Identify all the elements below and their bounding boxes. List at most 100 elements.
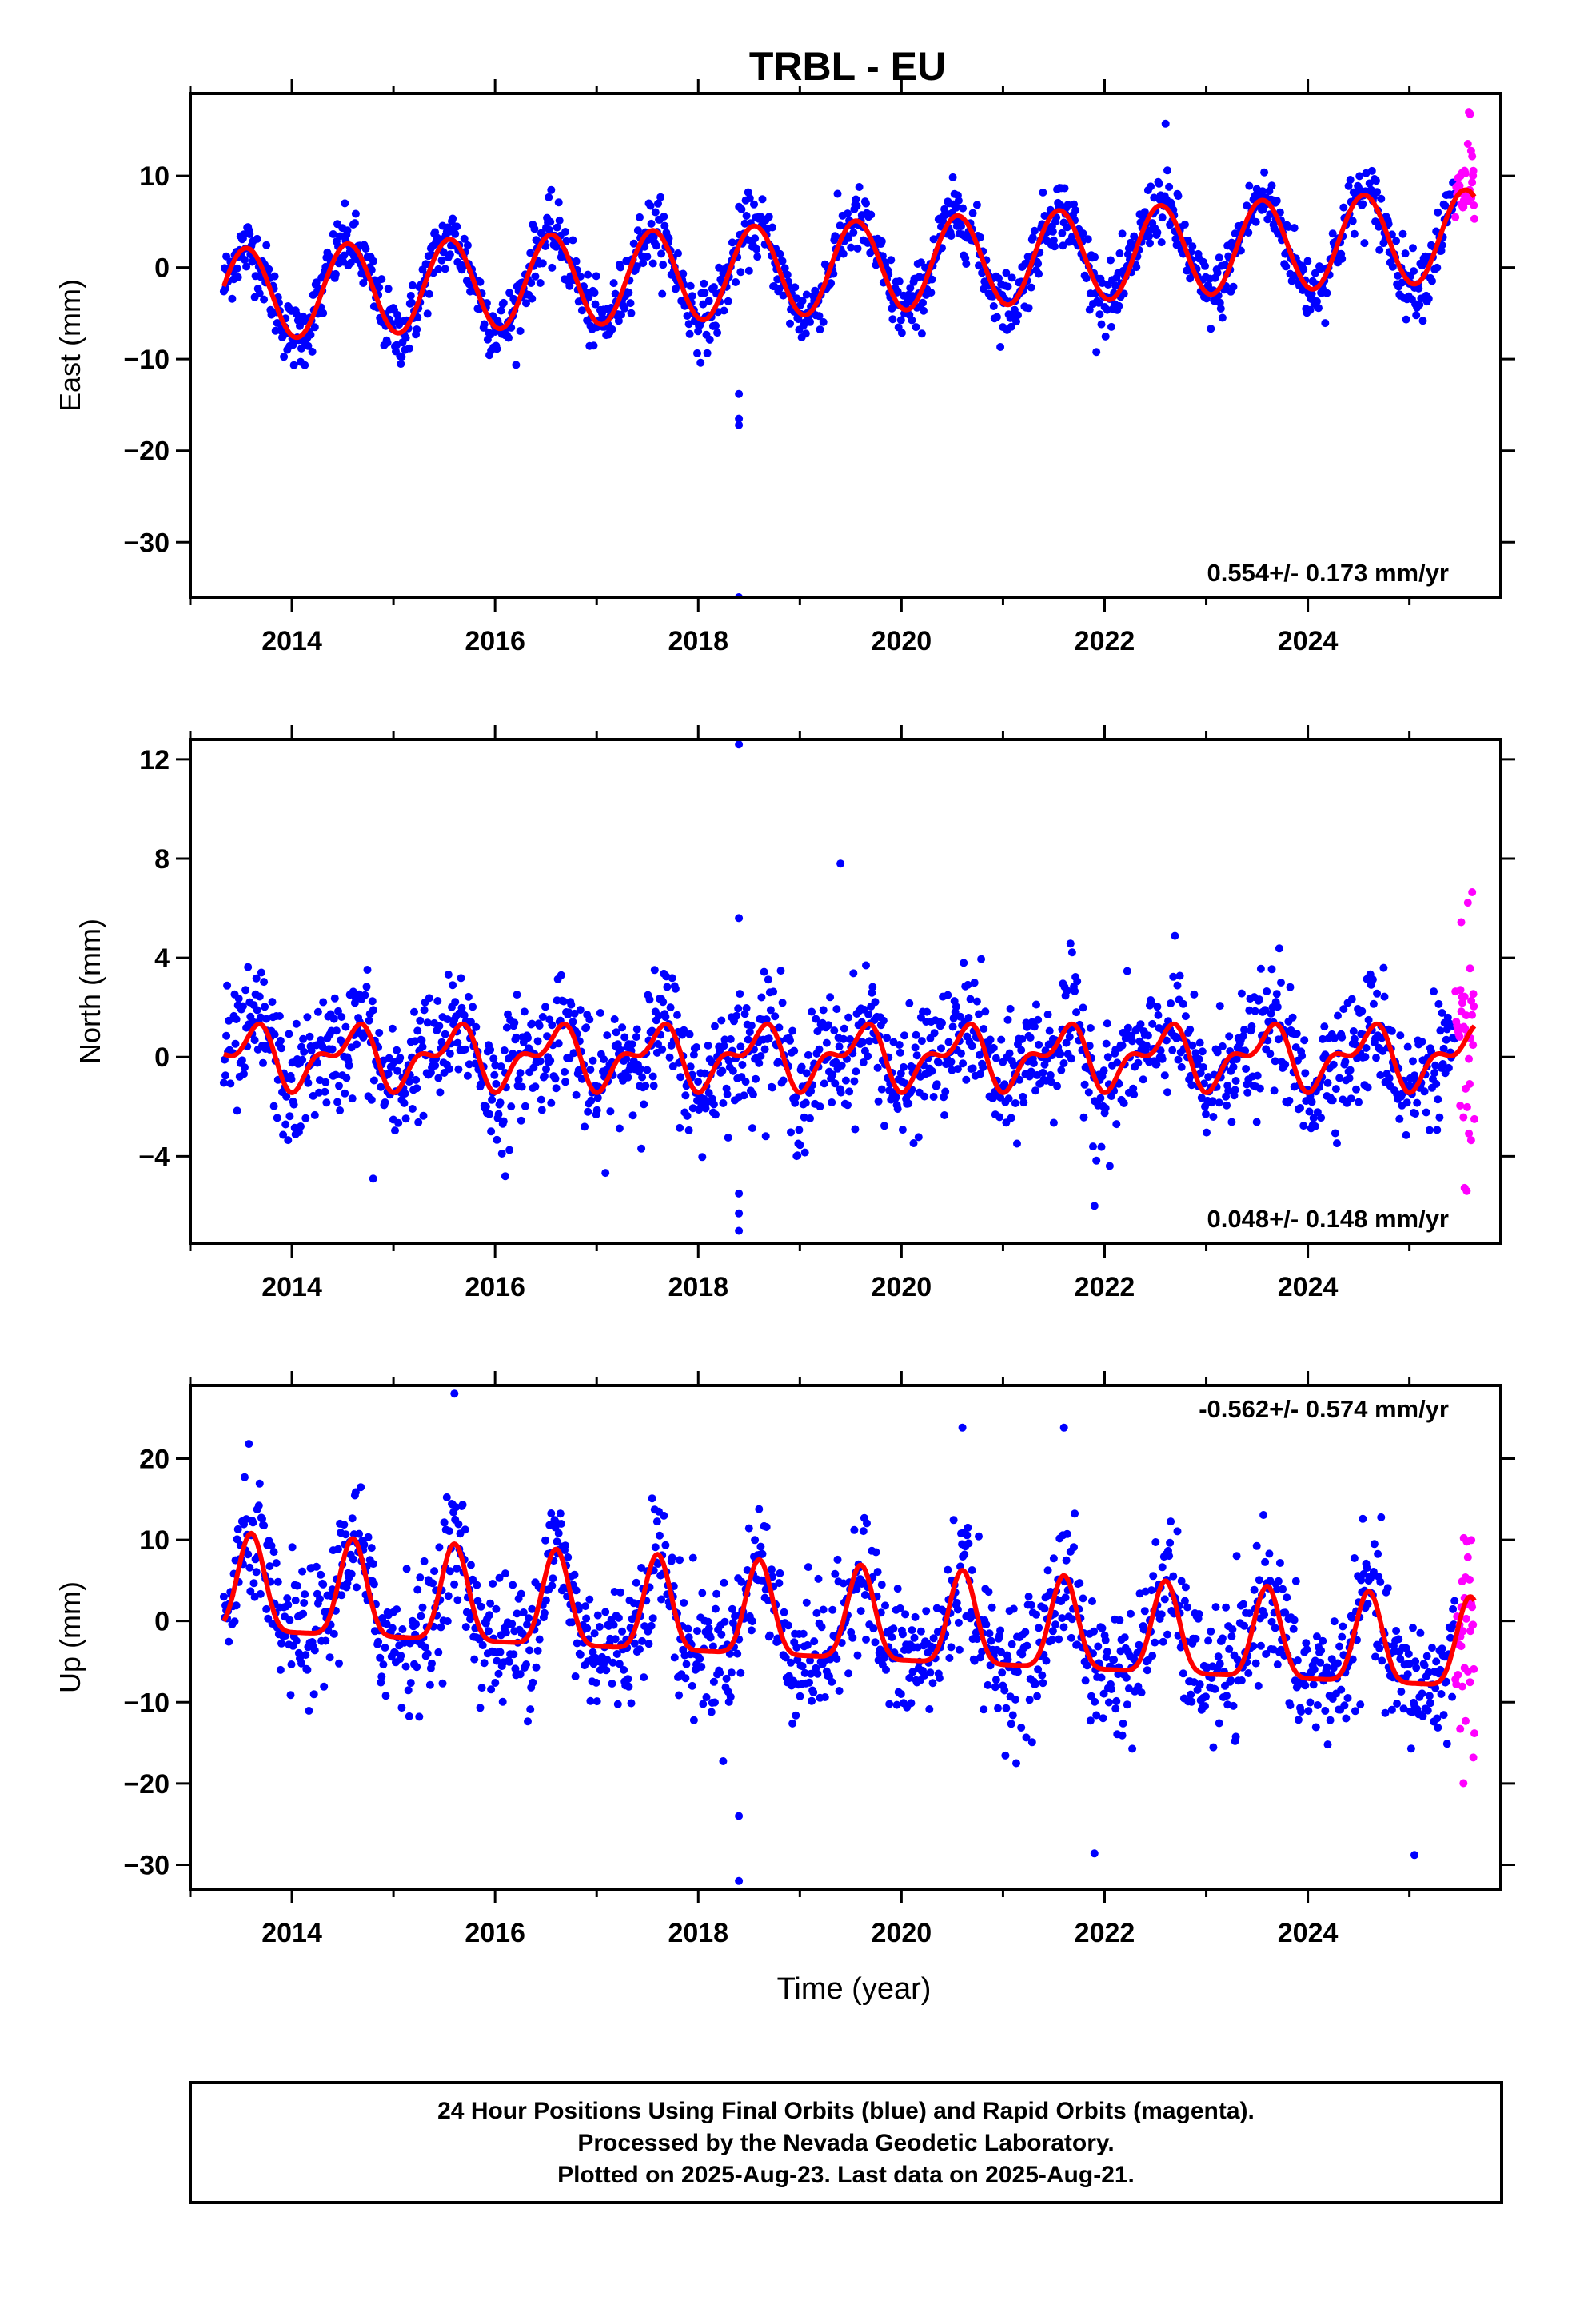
north-final-point bbox=[1160, 1071, 1169, 1080]
north-final-point bbox=[1067, 948, 1076, 957]
north-final-point bbox=[561, 1067, 569, 1076]
east-final-point bbox=[528, 294, 537, 303]
north-final-point bbox=[831, 1079, 840, 1088]
north-final-point bbox=[1275, 944, 1283, 953]
north-final-point bbox=[852, 1067, 860, 1076]
north-final-point bbox=[968, 1042, 976, 1050]
up-final-point bbox=[1031, 1680, 1039, 1688]
north-final-point bbox=[1435, 1113, 1444, 1122]
up-outlier-point bbox=[735, 1812, 744, 1820]
east-final-point bbox=[340, 251, 349, 260]
north-final-point bbox=[490, 1070, 499, 1079]
north-final-point bbox=[237, 1056, 246, 1065]
north-final-point bbox=[1333, 1139, 1341, 1148]
north-final-point bbox=[276, 1036, 285, 1045]
up-final-point bbox=[1018, 1650, 1027, 1659]
up-final-point bbox=[429, 1579, 437, 1588]
north-final-point bbox=[736, 1042, 745, 1051]
up-final-point bbox=[461, 1623, 470, 1632]
east-final-point bbox=[1082, 274, 1091, 283]
north-final-point bbox=[1208, 1097, 1217, 1106]
east-final-point bbox=[499, 298, 508, 307]
up-final-point bbox=[813, 1669, 822, 1678]
north-final-point bbox=[728, 1066, 737, 1075]
east-final-point bbox=[768, 223, 776, 232]
up-final-point bbox=[420, 1557, 429, 1565]
east-final-point bbox=[816, 325, 824, 334]
east-final-point bbox=[862, 199, 870, 208]
east-final-point bbox=[449, 214, 457, 223]
east-final-point bbox=[306, 330, 315, 339]
up-final-point bbox=[312, 1562, 321, 1571]
up-final-point bbox=[803, 1640, 812, 1649]
north-final-point bbox=[668, 974, 676, 983]
up-final-point bbox=[955, 1645, 964, 1654]
up-final-point bbox=[541, 1536, 549, 1545]
up-final-point bbox=[661, 1541, 670, 1549]
north-final-point bbox=[318, 1042, 327, 1050]
up-final-point bbox=[513, 1609, 521, 1618]
north-final-point bbox=[457, 1003, 466, 1012]
north-final-point bbox=[738, 1061, 747, 1069]
east-final-point bbox=[1059, 241, 1067, 250]
up-final-point bbox=[592, 1678, 600, 1687]
north-final-point bbox=[873, 1063, 882, 1072]
north-final-point bbox=[1387, 1026, 1396, 1035]
north-final-point bbox=[774, 1058, 783, 1066]
up-final-point bbox=[297, 1659, 305, 1668]
east-final-point bbox=[815, 312, 824, 321]
up-y-tick-label: −20 bbox=[123, 1769, 170, 1800]
north-final-point bbox=[618, 1023, 627, 1032]
north-final-point bbox=[514, 1075, 523, 1084]
north-final-point bbox=[1271, 1057, 1279, 1066]
north-final-point bbox=[423, 1018, 432, 1027]
north-final-point bbox=[1080, 1080, 1089, 1089]
north-rapid-point bbox=[1462, 1011, 1470, 1020]
north-final-point bbox=[806, 1114, 814, 1122]
north-final-point bbox=[393, 1046, 401, 1054]
north-final-point bbox=[769, 987, 778, 996]
north-final-point bbox=[304, 1078, 313, 1087]
up-final-point bbox=[1428, 1644, 1436, 1652]
east-final-point bbox=[1024, 304, 1033, 313]
north-final-point bbox=[1011, 1099, 1019, 1107]
north-rapid-point bbox=[1470, 1002, 1478, 1011]
up-final-point bbox=[255, 1479, 264, 1488]
east-final-point bbox=[1097, 320, 1106, 329]
north-final-point bbox=[1438, 1009, 1446, 1017]
north-final-point bbox=[1175, 971, 1184, 980]
east-final-point bbox=[1348, 217, 1357, 225]
north-final-point bbox=[804, 1050, 812, 1059]
up-final-point bbox=[1209, 1743, 1218, 1752]
up-final-point bbox=[928, 1679, 937, 1688]
north-final-point bbox=[1213, 1048, 1222, 1057]
north-final-point bbox=[764, 1034, 773, 1043]
north-final-point bbox=[546, 1056, 555, 1065]
north-final-point bbox=[1143, 1031, 1152, 1040]
up-final-point bbox=[491, 1679, 500, 1687]
north-final-point bbox=[361, 991, 369, 999]
north-final-point bbox=[467, 1018, 475, 1026]
up-final-point bbox=[1426, 1699, 1434, 1708]
north-final-point bbox=[252, 974, 261, 983]
east-final-point bbox=[992, 313, 1001, 321]
up-final-point bbox=[1442, 1677, 1450, 1686]
north-final-point bbox=[849, 969, 858, 978]
up-final-point bbox=[554, 1529, 563, 1537]
up-final-point bbox=[1340, 1701, 1349, 1710]
up-outlier-point bbox=[450, 1389, 459, 1398]
east-final-point bbox=[1306, 305, 1315, 314]
east-final-point bbox=[308, 347, 317, 356]
up-final-point bbox=[707, 1708, 716, 1716]
north-x-tick-label: 2018 bbox=[668, 1272, 728, 1302]
up-final-point bbox=[624, 1682, 633, 1691]
north-final-point bbox=[1017, 1046, 1026, 1054]
north-final-point bbox=[711, 1022, 719, 1030]
east-final-point bbox=[633, 226, 642, 235]
east-final-point bbox=[693, 349, 701, 357]
up-final-point bbox=[1158, 1563, 1167, 1572]
up-final-point bbox=[421, 1643, 429, 1652]
up-final-point bbox=[347, 1569, 356, 1578]
north-final-point bbox=[517, 1082, 526, 1091]
